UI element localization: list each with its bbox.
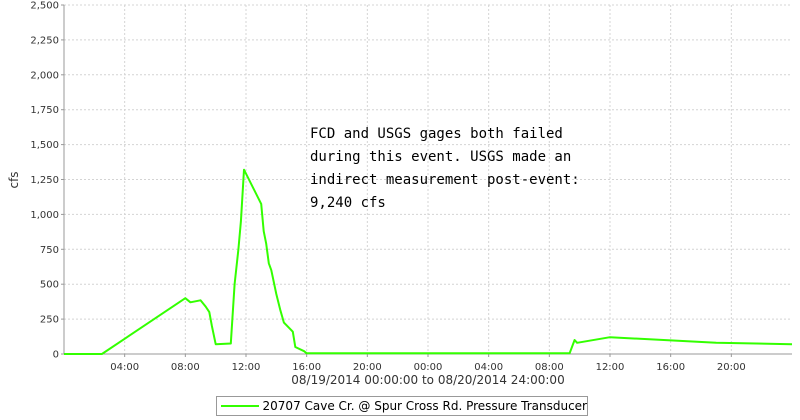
x-tick-label: 04:00 bbox=[110, 362, 139, 373]
y-tick-label: 1,250 bbox=[30, 175, 59, 186]
annotation: FCD and USGS gages both failed during th… bbox=[310, 126, 580, 211]
y-axis-title: cfs bbox=[7, 171, 21, 188]
legend-label: 20707 Cave Cr. @ Spur Cross Rd. Pressure… bbox=[262, 399, 587, 413]
grid-lines bbox=[64, 4, 792, 354]
y-tick-label: 2,250 bbox=[30, 35, 59, 46]
x-tick-label: 00:00 bbox=[414, 362, 443, 373]
x-tick-label: 16:00 bbox=[292, 362, 321, 373]
x-axis-ticks: 04:00 08:00 12:00 16:00 20:00 00:00 04:00 08:00… bbox=[110, 354, 746, 373]
y-tick-label: 1,750 bbox=[30, 105, 59, 116]
y-tick-label: 750 bbox=[40, 245, 59, 256]
x-tick-label: 04:00 bbox=[474, 362, 503, 373]
y-tick-label: 1,500 bbox=[30, 140, 59, 151]
y-tick-label: 500 bbox=[40, 280, 59, 291]
annotation-line-2: during this event. USGS made an bbox=[310, 149, 571, 165]
annotation-line-4: 9,240 cfs bbox=[310, 195, 386, 211]
series-line bbox=[64, 168, 793, 355]
x-tick-label: 16:00 bbox=[656, 362, 685, 373]
x-tick-label: 12:00 bbox=[596, 362, 625, 373]
y-tick-label: 250 bbox=[40, 315, 59, 326]
chart: 0 250 500 750 1,000 1,250 1,500 1,750 2,000 2,250… bbox=[7, 1, 793, 387]
x-axis-title: 08/19/2014 00:00:00 to 08/20/2014 24:00:… bbox=[291, 373, 564, 387]
y-axis-ticks: 0 250 500 750 1,000 1,250 1,500 1,750 2,000 2,250… bbox=[30, 1, 64, 361]
y-tick-label: 1,000 bbox=[30, 210, 59, 221]
x-tick-label: 12:00 bbox=[232, 362, 261, 373]
y-tick-label: 0 bbox=[53, 350, 59, 361]
x-tick-label: 08:00 bbox=[171, 362, 200, 373]
series-layer bbox=[64, 168, 793, 355]
legend-swatch bbox=[221, 405, 259, 407]
annotation-line-1: FCD and USGS gages both failed bbox=[310, 126, 563, 142]
y-tick-label: 2,500 bbox=[30, 1, 59, 12]
annotation-line-3: indirect measurement post-event: bbox=[310, 172, 580, 188]
legend: 20707 Cave Cr. @ Spur Cross Rd. Pressure… bbox=[216, 396, 588, 416]
x-tick-label: 20:00 bbox=[353, 362, 382, 373]
x-tick-label: 20:00 bbox=[717, 362, 746, 373]
x-tick-label: 08:00 bbox=[535, 362, 564, 373]
y-tick-label: 2,000 bbox=[30, 70, 59, 81]
